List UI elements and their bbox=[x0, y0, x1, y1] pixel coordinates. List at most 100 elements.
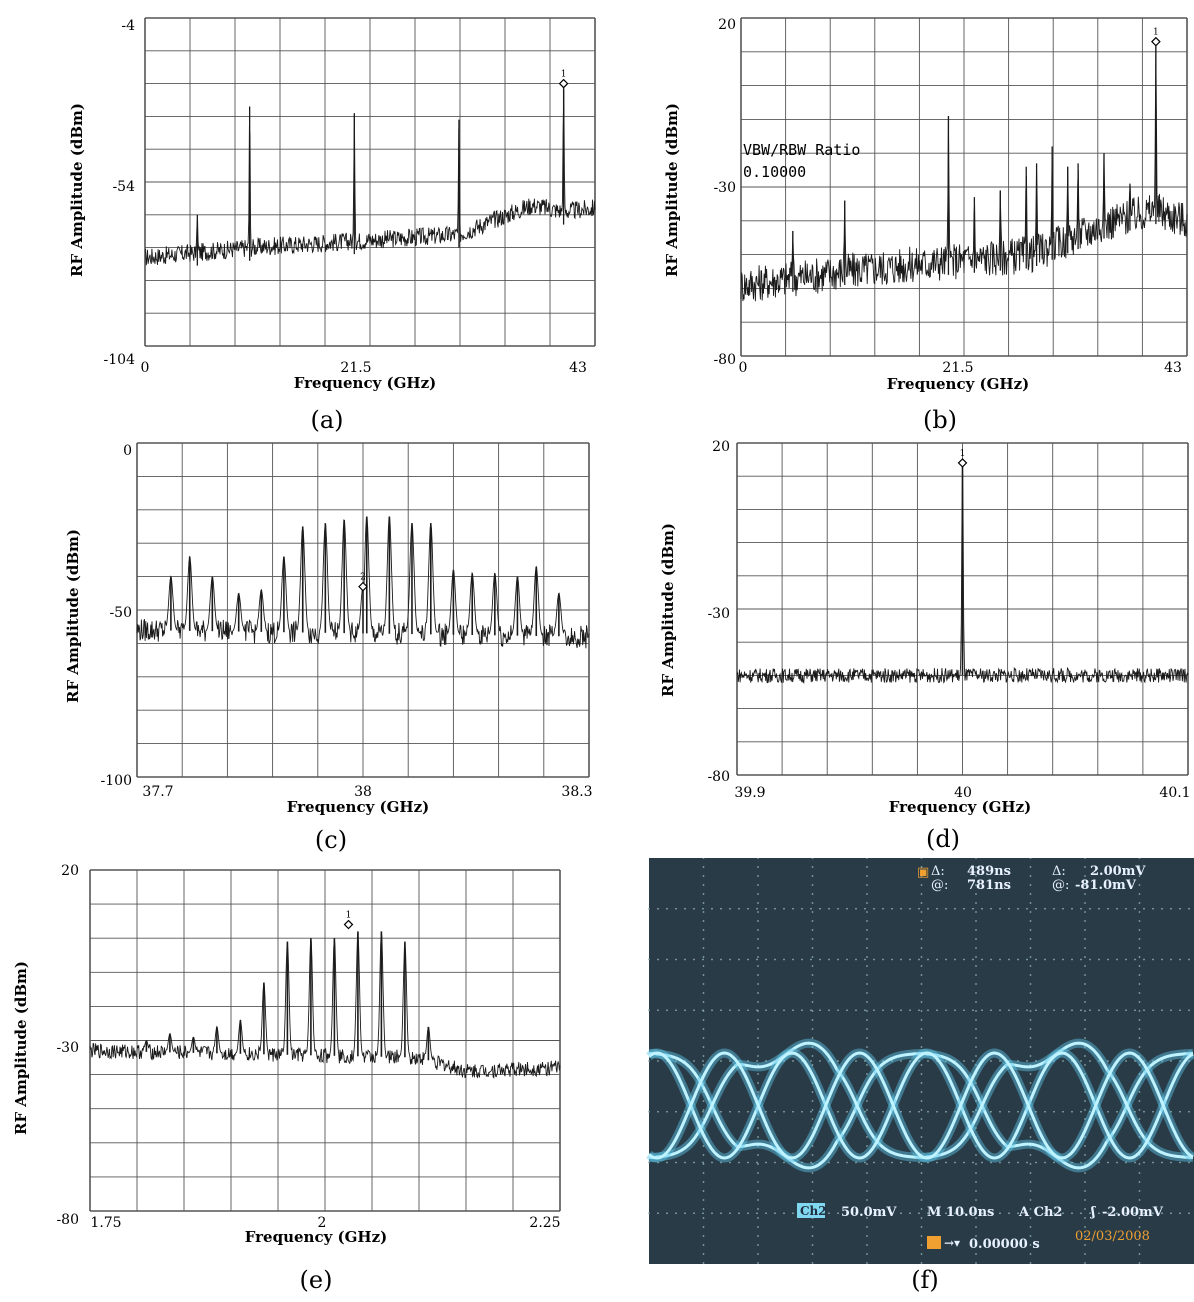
plot-area-d: 1 bbox=[736, 442, 1189, 776]
grid-dot bbox=[855, 1060, 857, 1062]
grid-dot bbox=[882, 1161, 884, 1164]
grid-dot bbox=[920, 965, 923, 967]
grid-dot bbox=[757, 902, 759, 904]
grid-dot bbox=[1170, 958, 1172, 961]
grid-dot bbox=[757, 974, 759, 976]
grid-dot bbox=[657, 958, 659, 961]
grid-dot bbox=[702, 920, 705, 922]
grid-dot bbox=[1138, 1226, 1141, 1228]
grid-dot bbox=[1107, 1060, 1109, 1062]
grid-dot bbox=[864, 958, 866, 961]
date-value: 02/03/2008 bbox=[1075, 1229, 1150, 1244]
grid-dot bbox=[975, 1028, 977, 1030]
grid-dot bbox=[900, 1212, 902, 1215]
grid-dot bbox=[757, 875, 759, 877]
grid-dot bbox=[1116, 1009, 1118, 1012]
grid-dot bbox=[702, 1181, 705, 1183]
grid-dot bbox=[882, 907, 884, 910]
grid-dot bbox=[1062, 1110, 1064, 1113]
y-tick-bottom: -80 bbox=[707, 769, 730, 785]
grid-dot bbox=[1080, 958, 1082, 961]
grid-dot bbox=[972, 1060, 974, 1062]
grid-dot bbox=[757, 929, 759, 931]
grid-dot bbox=[975, 884, 977, 886]
grid-dot bbox=[972, 958, 974, 961]
grid-dot bbox=[945, 958, 947, 961]
grid-dot bbox=[666, 1161, 668, 1164]
grid-dot bbox=[675, 1212, 677, 1215]
x-tick-right: 40.1 bbox=[1159, 785, 1190, 801]
grid-dot bbox=[909, 1161, 911, 1164]
grid-dot bbox=[846, 958, 848, 961]
grid-dot bbox=[811, 911, 814, 913]
grid-dot bbox=[811, 983, 814, 985]
x-tick-right: 2.25 bbox=[529, 1215, 560, 1231]
grid-dot bbox=[711, 1212, 713, 1215]
grid-dot bbox=[1138, 1001, 1141, 1003]
grid-dot bbox=[1084, 956, 1086, 958]
grid-dot bbox=[1125, 1009, 1127, 1012]
grid-dot bbox=[882, 1009, 884, 1012]
spectrum-trace bbox=[89, 931, 561, 1079]
grid-dot bbox=[811, 920, 814, 922]
grid-dot bbox=[1188, 1110, 1190, 1113]
grid-dot bbox=[1029, 1019, 1032, 1021]
grid-dot bbox=[837, 1212, 839, 1215]
grid-dot bbox=[972, 907, 974, 910]
grid-dot bbox=[711, 1161, 713, 1164]
marker-label: 1 bbox=[346, 911, 352, 921]
grid-dot bbox=[1116, 1212, 1118, 1215]
panel-caption: (f) bbox=[911, 1266, 939, 1294]
grid-dot bbox=[981, 958, 983, 961]
grid-dot bbox=[765, 1212, 767, 1215]
grid-dot bbox=[811, 974, 814, 976]
x-axis-label: Frequency (GHz) bbox=[287, 798, 429, 816]
grid-dot bbox=[918, 1212, 920, 1215]
grid-dot bbox=[936, 907, 938, 910]
grid-dot bbox=[684, 1161, 686, 1164]
grid-dot bbox=[675, 958, 677, 961]
grid-dot bbox=[801, 1009, 803, 1012]
x-tick-right: 38.3 bbox=[561, 784, 592, 800]
grid-dot bbox=[729, 907, 731, 910]
grid-dot bbox=[846, 1009, 848, 1012]
grid-dot bbox=[975, 1100, 977, 1102]
grid-dot bbox=[1138, 902, 1141, 904]
grid-dot bbox=[866, 1262, 868, 1264]
grid-dot bbox=[702, 929, 705, 931]
grid-dot bbox=[657, 1110, 659, 1113]
plot-area-c: 2 bbox=[136, 442, 590, 778]
grid-dot bbox=[792, 1060, 794, 1062]
grid-dot bbox=[819, 1060, 821, 1062]
grid-dot bbox=[811, 884, 814, 886]
grid-dot bbox=[927, 958, 929, 961]
grid-dot bbox=[1138, 1109, 1141, 1111]
grid-dot bbox=[1084, 1136, 1086, 1138]
grid-dot bbox=[1138, 974, 1141, 976]
grid-dot bbox=[1029, 1235, 1032, 1237]
grid-dot bbox=[1143, 1161, 1145, 1164]
grid-dot bbox=[866, 1217, 868, 1219]
grid-dot bbox=[1035, 907, 1037, 910]
grid-dot bbox=[747, 1060, 749, 1062]
grid-dot bbox=[909, 1060, 911, 1062]
grid-dot bbox=[990, 1009, 992, 1012]
grid-dot bbox=[1084, 1262, 1086, 1264]
grid-dot bbox=[702, 911, 705, 913]
grid-dot bbox=[801, 1161, 803, 1164]
grid-dot bbox=[1089, 1060, 1091, 1062]
grid-dot bbox=[1029, 1244, 1032, 1246]
grid-dot bbox=[975, 1019, 977, 1021]
grid-dot bbox=[702, 902, 705, 904]
grid-dot bbox=[757, 1154, 759, 1156]
grid-dot bbox=[920, 920, 923, 922]
grid-dot bbox=[757, 1226, 759, 1228]
grid-dot bbox=[811, 1235, 814, 1237]
grid-dot bbox=[936, 1161, 938, 1164]
grid-dot bbox=[837, 958, 839, 961]
grid-dot bbox=[1029, 947, 1032, 949]
grid-dot bbox=[1026, 1009, 1028, 1012]
panel-caption: (c) bbox=[315, 826, 347, 854]
grid-dot bbox=[811, 938, 814, 940]
grid-dot bbox=[811, 1244, 814, 1246]
